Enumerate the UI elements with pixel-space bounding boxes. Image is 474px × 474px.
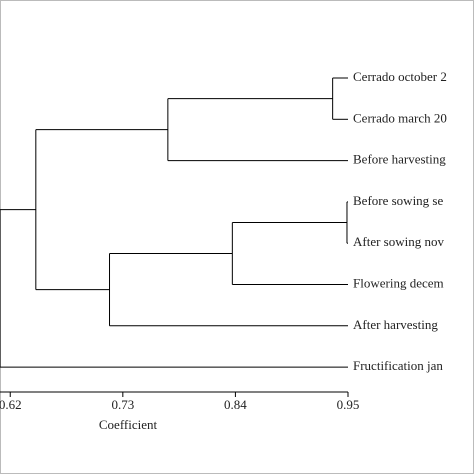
x-tick-label: 0.62 xyxy=(0,397,22,412)
leaf-label: Cerrado march 20 xyxy=(353,110,447,125)
leaf-label: Flowering decem xyxy=(353,275,444,290)
leaf-label: After harvesting xyxy=(353,317,438,332)
leaf-label: Fructification jan xyxy=(353,358,443,373)
leaf-label: Before harvesting xyxy=(353,152,446,167)
leaf-label: Before sowing se xyxy=(353,193,443,208)
x-tick-label: 0.84 xyxy=(224,397,247,412)
leaf-label: Cerrado october 2 xyxy=(353,69,447,84)
x-axis-label: Coefficient xyxy=(99,417,158,432)
leaf-label: After sowing nov xyxy=(353,234,444,249)
x-tick-label: 0.73 xyxy=(111,397,134,412)
x-tick-label: 0.95 xyxy=(337,397,360,412)
